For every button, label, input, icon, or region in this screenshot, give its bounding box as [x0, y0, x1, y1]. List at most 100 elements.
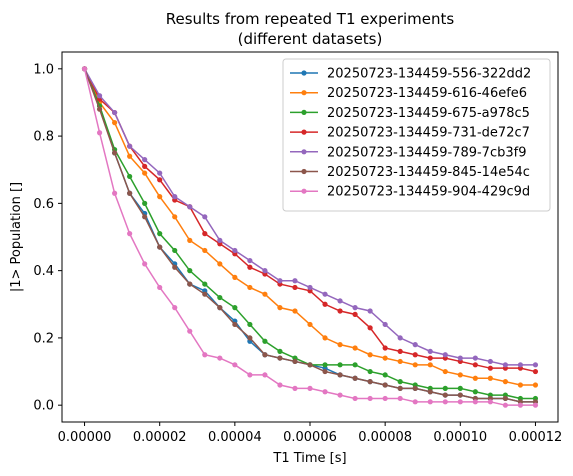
data-point — [412, 385, 418, 391]
data-point — [472, 355, 478, 361]
data-point — [142, 261, 148, 267]
data-point — [157, 194, 163, 200]
data-point — [337, 362, 343, 368]
data-point — [367, 368, 373, 375]
data-point — [112, 150, 118, 156]
data-point — [142, 170, 148, 176]
data-point — [292, 358, 298, 365]
data-point — [142, 214, 148, 220]
legend-label: 20250723-134459-731-de72c7 — [327, 126, 530, 141]
legend-label: 20250723-134459-845-14e54c — [327, 165, 530, 180]
data-point — [187, 237, 193, 243]
x-tick-label: 0.00000 — [58, 430, 112, 445]
x-tick-label: 0.00010 — [433, 430, 487, 445]
legend-swatch-marker — [301, 149, 307, 155]
y-tick-label: 0.8 — [33, 130, 54, 145]
legend-box — [282, 58, 551, 212]
data-point — [397, 385, 403, 391]
data-point — [397, 379, 403, 385]
data-point — [187, 281, 193, 287]
data-point — [307, 321, 313, 328]
x-tick-label: 0.00006 — [283, 430, 337, 445]
data-point — [367, 352, 373, 358]
data-point — [502, 402, 508, 408]
data-point — [277, 278, 283, 284]
series-7 — [81, 66, 539, 408]
data-point — [172, 194, 178, 200]
data-point — [367, 325, 373, 331]
data-point — [247, 335, 253, 341]
data-point — [427, 389, 433, 395]
data-point — [487, 399, 493, 405]
data-point — [382, 355, 388, 361]
data-point — [232, 247, 238, 254]
data-point — [217, 294, 223, 301]
data-point — [96, 130, 103, 136]
data-point — [382, 382, 388, 388]
data-point — [472, 362, 478, 368]
data-point — [517, 402, 524, 408]
data-point — [427, 355, 433, 361]
data-point — [397, 358, 403, 365]
data-point — [487, 375, 493, 381]
series-layer — [81, 66, 539, 408]
data-point — [217, 261, 223, 267]
data-point — [262, 372, 268, 378]
data-point — [487, 365, 493, 371]
legend-entry: 20250723-134459-789-7cb3f9 — [290, 145, 526, 160]
data-point — [412, 352, 418, 358]
data-point — [277, 382, 283, 388]
data-point — [96, 106, 103, 112]
x-tick-label: 0.00012 — [509, 430, 563, 445]
data-point — [157, 284, 163, 291]
data-point — [517, 382, 524, 388]
data-point — [127, 143, 133, 149]
data-point — [112, 109, 118, 116]
y-tick-label: 0.4 — [33, 264, 54, 279]
data-point — [157, 170, 163, 176]
data-point — [247, 257, 253, 264]
x-tick-label: 0.00008 — [358, 430, 412, 445]
data-point — [412, 399, 418, 405]
data-point — [232, 362, 238, 368]
legend-label: 20250723-134459-616-46efe6 — [327, 86, 527, 101]
data-point — [127, 190, 133, 196]
data-point — [352, 305, 358, 311]
data-point — [172, 214, 178, 220]
legend-label: 20250723-134459-675-a978c5 — [327, 106, 530, 121]
data-point — [352, 362, 358, 368]
data-point — [472, 375, 478, 381]
data-point — [367, 308, 373, 314]
data-point — [247, 321, 253, 328]
data-point — [277, 355, 283, 361]
data-point — [412, 342, 418, 348]
legend-entry: 20250723-134459-845-14e54c — [290, 165, 530, 180]
data-point — [127, 231, 133, 237]
legend-swatch-marker — [301, 129, 307, 135]
data-point — [277, 348, 283, 354]
data-point — [142, 163, 148, 169]
legend-entry: 20250723-134459-904-429c9d — [290, 185, 530, 200]
series-2 — [81, 66, 539, 388]
y-axis-label: |1> Population [] — [9, 182, 24, 292]
data-point — [202, 291, 208, 297]
data-point — [397, 335, 403, 341]
x-tick-label: 0.00004 — [208, 430, 262, 445]
data-point — [427, 399, 433, 405]
data-point — [337, 342, 343, 348]
data-point — [427, 348, 433, 354]
legend-entry: 20250723-134459-616-46efe6 — [290, 86, 527, 101]
data-point — [337, 298, 343, 304]
legend-entry: 20250723-134459-556-322dd2 — [290, 67, 531, 82]
data-point — [367, 395, 373, 402]
data-point — [127, 173, 133, 180]
data-point — [352, 395, 358, 402]
data-point — [532, 402, 539, 408]
y-tick-label: 0.0 — [33, 399, 54, 414]
data-point — [532, 382, 539, 388]
data-point — [337, 308, 343, 314]
legend-swatch-marker — [301, 70, 307, 76]
data-point — [202, 281, 208, 287]
data-point — [457, 355, 463, 361]
chart-title-line2: (different datasets) — [238, 30, 383, 48]
